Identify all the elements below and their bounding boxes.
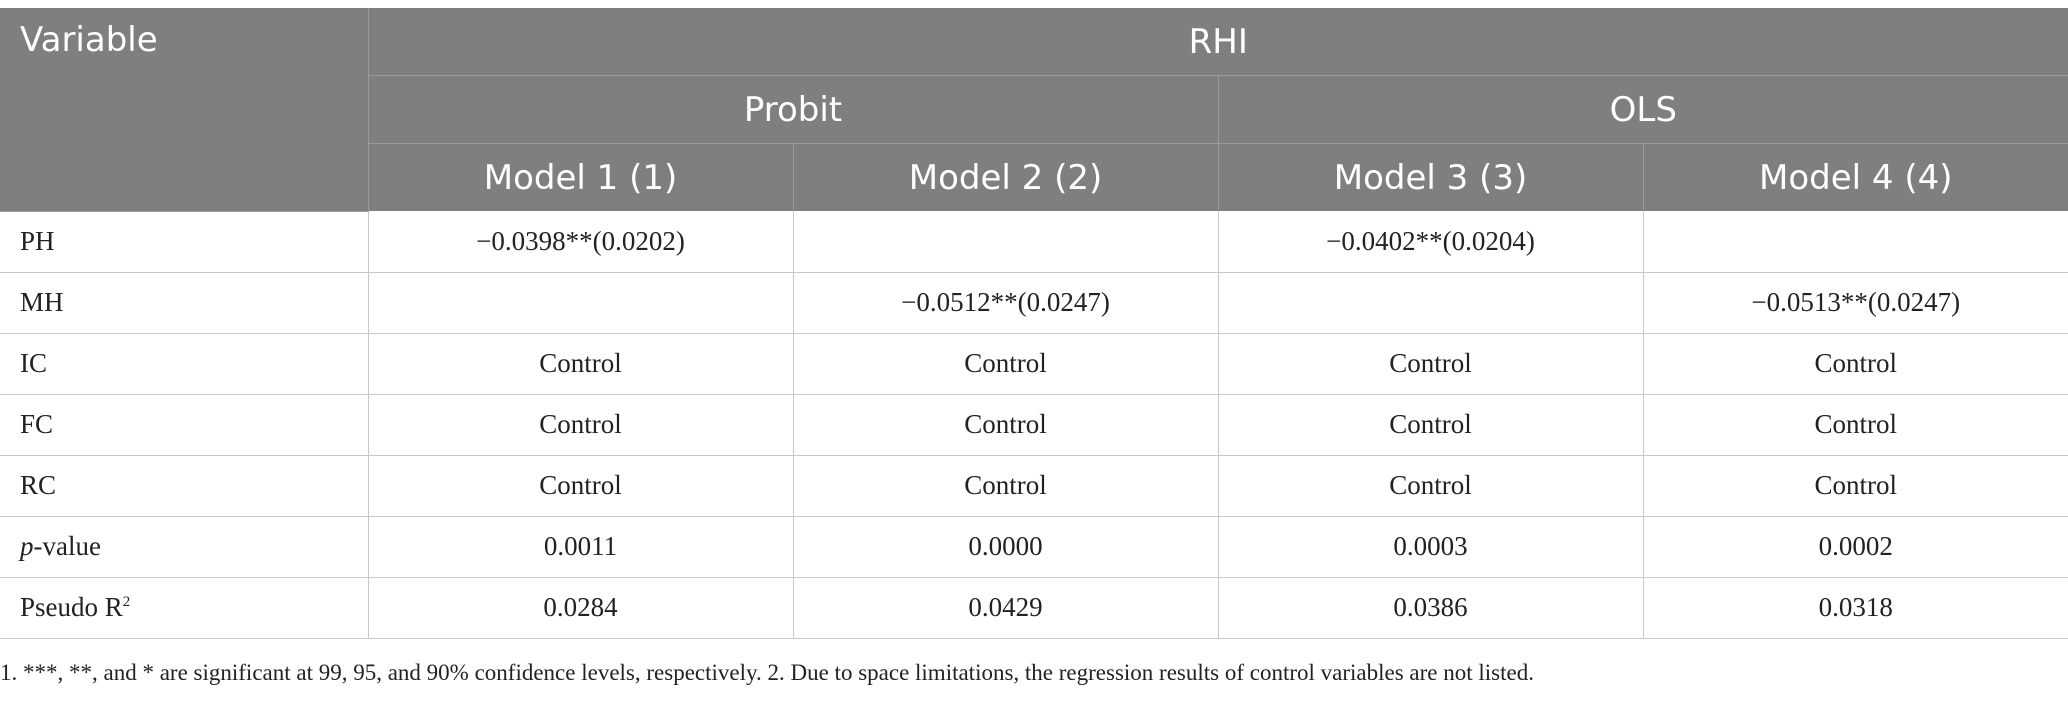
table-row: RC Control Control Control Control bbox=[0, 455, 2068, 517]
ols-method-header: OLS bbox=[1217, 75, 2068, 144]
row-label-mh: MH bbox=[0, 272, 368, 334]
table-cell: Control bbox=[1217, 333, 1643, 395]
table-cell: Control bbox=[1642, 455, 2068, 517]
table-cell: 0.0318 bbox=[1642, 577, 2068, 639]
table-cell bbox=[367, 272, 793, 334]
table-cell: Control bbox=[1642, 394, 2068, 456]
row-label-fc: FC bbox=[0, 394, 368, 456]
table-header: Variable RHI Probit OLS Model 1 (1) Mode… bbox=[0, 8, 2068, 212]
table-row: p-value 0.0011 0.0000 0.0003 0.0002 bbox=[0, 516, 2068, 578]
table-cell: Control bbox=[792, 455, 1218, 517]
table-cell: −0.0402**(0.0204) bbox=[1217, 211, 1643, 273]
table-cell: 0.0003 bbox=[1217, 516, 1643, 578]
table-cell: Control bbox=[367, 394, 793, 456]
row-label-rc: RC bbox=[0, 455, 368, 517]
model-3-header: Model 3 (3) bbox=[1217, 143, 1643, 211]
table-cell bbox=[1217, 272, 1643, 334]
table-cell: Control bbox=[367, 333, 793, 395]
table-cell: 0.0000 bbox=[792, 516, 1218, 578]
table-body: PH −0.0398**(0.0202) −0.0402**(0.0204) M… bbox=[0, 211, 2068, 639]
table-cell: −0.0398**(0.0202) bbox=[367, 211, 793, 273]
row-label-pseudo-r2: Pseudo R2 bbox=[0, 577, 368, 639]
table-row: MH −0.0512**(0.0247) −0.0513**(0.0247) bbox=[0, 272, 2068, 334]
table-cell: 0.0429 bbox=[792, 577, 1218, 639]
table-cell: −0.0512**(0.0247) bbox=[792, 272, 1218, 334]
table-row: IC Control Control Control Control bbox=[0, 333, 2068, 395]
table-cell: 0.0002 bbox=[1642, 516, 2068, 578]
row-label-ic: IC bbox=[0, 333, 368, 395]
table-cell: 0.0386 bbox=[1217, 577, 1643, 639]
table-cell bbox=[1642, 211, 2068, 273]
regression-table-container: Variable RHI Probit OLS Model 1 (1) Mode… bbox=[0, 8, 2068, 639]
model-4-header: Model 4 (4) bbox=[1642, 143, 2068, 211]
rhi-group-header: RHI bbox=[367, 8, 2068, 76]
table-row: FC Control Control Control Control bbox=[0, 394, 2068, 456]
regression-table: Variable RHI Probit OLS Model 1 (1) Mode… bbox=[0, 8, 2068, 639]
table-cell: 0.0011 bbox=[367, 516, 793, 578]
probit-method-header: Probit bbox=[367, 75, 1218, 144]
table-row: PH −0.0398**(0.0202) −0.0402**(0.0204) bbox=[0, 211, 2068, 273]
row-label-p-value: p-value bbox=[0, 516, 368, 578]
table-cell: Control bbox=[367, 455, 793, 517]
table-cell: Control bbox=[1642, 333, 2068, 395]
model-2-header: Model 2 (2) bbox=[792, 143, 1218, 211]
table-cell: −0.0513**(0.0247) bbox=[1642, 272, 2068, 334]
variable-column-header: Variable bbox=[0, 8, 368, 212]
table-footnote: 1. ***, **, and * are significant at 99,… bbox=[0, 660, 1534, 685]
pseudo-r-label: Pseudo R bbox=[20, 592, 123, 622]
p-value-italic-p: p bbox=[20, 531, 34, 561]
table-row: Pseudo R2 0.0284 0.0429 0.0386 0.0318 bbox=[0, 577, 2068, 639]
table-cell: Control bbox=[792, 333, 1218, 395]
table-cell: Control bbox=[1217, 455, 1643, 517]
p-value-label-rest: -value bbox=[33, 531, 101, 561]
table-cell: Control bbox=[792, 394, 1218, 456]
pseudo-r-superscript: 2 bbox=[122, 594, 131, 610]
table-cell: Control bbox=[1217, 394, 1643, 456]
table-cell: 0.0284 bbox=[367, 577, 793, 639]
row-label-ph: PH bbox=[0, 211, 368, 273]
model-1-header: Model 1 (1) bbox=[367, 143, 793, 211]
table-cell bbox=[792, 211, 1218, 273]
